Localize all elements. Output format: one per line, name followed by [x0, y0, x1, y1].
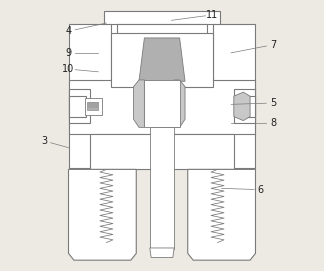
Bar — [68, 80, 256, 134]
Polygon shape — [188, 169, 256, 260]
Bar — [238, 96, 256, 117]
Text: 4: 4 — [65, 26, 72, 36]
Bar — [85, 98, 102, 115]
Bar — [214, 24, 256, 168]
Text: 11: 11 — [206, 10, 218, 20]
Polygon shape — [139, 38, 185, 81]
Polygon shape — [174, 80, 185, 127]
Polygon shape — [234, 92, 250, 121]
Bar — [234, 89, 256, 123]
Text: 5: 5 — [270, 98, 276, 108]
Text: 7: 7 — [270, 40, 276, 50]
Bar — [68, 96, 86, 117]
Bar — [104, 11, 220, 33]
Polygon shape — [133, 80, 145, 127]
Polygon shape — [68, 169, 136, 260]
Bar — [117, 24, 207, 35]
Polygon shape — [150, 248, 174, 257]
Text: 6: 6 — [258, 185, 264, 195]
Bar — [68, 24, 110, 168]
Bar — [150, 127, 174, 249]
Text: 3: 3 — [41, 136, 47, 146]
Bar — [145, 80, 179, 127]
Bar — [109, 24, 215, 87]
Text: 8: 8 — [270, 118, 276, 128]
Bar — [110, 33, 214, 87]
Bar — [87, 102, 98, 110]
Text: 9: 9 — [65, 48, 72, 58]
Bar — [90, 134, 234, 169]
Bar — [68, 89, 90, 123]
Text: 10: 10 — [63, 64, 75, 74]
